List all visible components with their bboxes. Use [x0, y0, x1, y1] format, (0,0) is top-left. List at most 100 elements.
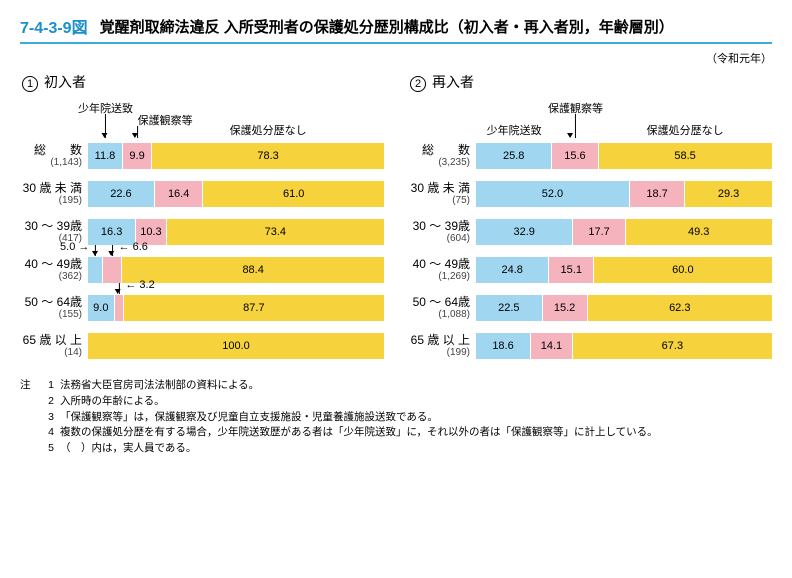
note-number: 2: [40, 394, 54, 410]
bar-segment-none: 100.0: [88, 333, 384, 359]
bar-segment-shonenin: [88, 257, 103, 283]
panel-number-icon: 1: [22, 76, 38, 92]
row-label: 総 数(3,235): [408, 144, 476, 168]
bar-segment-none: 29.3: [685, 181, 772, 207]
segment-value: 61.0: [283, 188, 304, 200]
segment-value: 22.5: [498, 302, 519, 314]
bar-row: 30 歳 未 満(195)22.616.461.0: [20, 180, 384, 208]
row-label: 30 歳 未 満(75): [408, 182, 476, 206]
note-text: （ ）内は，実人員である。: [60, 442, 196, 454]
segment-value: 15.6: [564, 150, 585, 162]
row-label: 65 歳 以 上(199): [408, 334, 476, 358]
segment-value: 18.6: [492, 340, 513, 352]
legend-label-none: 保護処分歴なし: [230, 122, 307, 138]
segment-value: 100.0: [222, 340, 250, 352]
bar-segment-shonenin: 32.9: [476, 219, 573, 245]
legend-row: 少年院送致 保護観察等 保護処分歴なし: [408, 100, 772, 140]
row-label: 総 数(1,143): [20, 144, 88, 168]
stacked-bar: 25.8 15.6 58.5: [476, 143, 772, 169]
row-label: 40 ～ 49歳(1,269): [408, 258, 476, 282]
segment-value: 10.3: [140, 226, 161, 238]
segment-value: 11.8: [95, 150, 116, 162]
figure-title: 覚醒剤取締法違反 入所受刑者の保護処分歴別構成比（初入者・再入者別，年齢層別）: [100, 16, 674, 37]
callout-value: ← 6.6: [119, 241, 148, 253]
stacked-bar: ← 3.29.087.7: [88, 295, 384, 321]
callout-value: ← 3.2: [125, 279, 154, 291]
bar-row: 40 ～ 49歳(1,269)24.815.160.0: [408, 256, 772, 284]
year-note: （令和元年）: [20, 50, 772, 66]
panel-title: 再入者: [432, 74, 474, 90]
segment-value: 49.3: [688, 226, 709, 238]
stacked-bar: 18.6 14.1 67.3: [476, 333, 772, 359]
legend-label-hogo: 保護観察等: [548, 100, 603, 116]
segment-value: 22.6: [110, 188, 131, 200]
bar-segment-shonenin: 25.8: [476, 143, 552, 169]
note-number: 4: [40, 425, 54, 441]
bar-segment-none: 88.4: [122, 257, 384, 283]
row-label: 50 ～ 64歳(1,088): [408, 296, 476, 320]
segment-value: 62.3: [669, 302, 690, 314]
note-number: 3: [40, 410, 54, 426]
bar-row: 50 ～ 64歳(1,088) 22.5 15.2 62.3: [408, 294, 772, 322]
segment-value: 87.7: [243, 302, 264, 314]
stacked-bar: 32.9 17.7 49.3: [476, 219, 772, 245]
row-label: 30 ～ 39歳(604): [408, 220, 476, 244]
panel-number-icon: 2: [410, 76, 426, 92]
note-text: 「保護観察等」は，保護観察及び児童自立支援施設・児童養護施設送致である。: [60, 411, 438, 423]
bar-segment-none: 58.5: [599, 143, 772, 169]
panel-heading: 2 再入者: [410, 72, 772, 92]
bar-row: 65 歳 以 上(14)100.0: [20, 332, 384, 360]
segment-value: 14.1: [541, 340, 562, 352]
bar-segment-none: 49.3: [626, 219, 772, 245]
row-label: 40 ～ 49歳(362): [20, 258, 88, 282]
bar-segment-hogo: 17.7: [573, 219, 625, 245]
segment-value: 32.9: [513, 226, 534, 238]
bar-segment-none: 73.4: [167, 219, 384, 245]
segment-value: 25.8: [503, 150, 524, 162]
figure-number: 7-4-3-9図: [20, 14, 88, 38]
bar-segment-shonenin: 9.0: [88, 295, 115, 321]
bar-segment-shonenin: 52.0: [476, 181, 630, 207]
bar-segment-shonenin: 24.8: [476, 257, 549, 283]
legend-label-hogo: 保護観察等: [138, 112, 193, 128]
legend-label-none: 保護処分歴なし: [647, 122, 724, 138]
segment-value: 9.9: [129, 150, 144, 162]
segment-value: 67.3: [662, 340, 683, 352]
bar-segment-hogo: [115, 295, 124, 321]
bar-segment-hogo: [103, 257, 123, 283]
callout-value: 5.0 →: [60, 241, 89, 253]
segment-value: 88.4: [242, 264, 263, 276]
panel-title: 初入者: [44, 74, 86, 90]
bar-segment-shonenin: 22.6: [88, 181, 155, 207]
note-text: 入所時の年齢による。: [60, 395, 165, 407]
segment-value: 9.0: [93, 302, 108, 314]
segment-value: 15.2: [554, 302, 575, 314]
stacked-bar: 100.0: [88, 333, 384, 359]
panel-heading: 1 初入者: [22, 72, 384, 92]
note-number: 1: [40, 378, 54, 394]
bar-segment-shonenin: 18.6: [476, 333, 531, 359]
bar-segment-none: 78.3: [152, 143, 384, 169]
bar-segment-shonenin: 11.8: [88, 143, 123, 169]
bar-row: 30 歳 未 満(75) 52.0 18.7 29.3: [408, 180, 772, 208]
segment-value: 17.7: [588, 226, 609, 238]
bar-row: 40 ～ 49歳(362)5.0 →← 6.688.4: [20, 256, 384, 284]
bar-row: 総 数(3,235) 25.8 15.6 58.5: [408, 142, 772, 170]
bar-row: 50 ～ 64歳(155)← 3.29.087.7: [20, 294, 384, 322]
bar-segment-hogo: 15.2: [543, 295, 588, 321]
bar-segment-none: 60.0: [594, 257, 772, 283]
note-number: 5: [40, 441, 54, 457]
notes-header: 注: [20, 378, 40, 394]
segment-value: 73.4: [265, 226, 286, 238]
segment-value: 16.4: [168, 188, 189, 200]
row-label: 50 ～ 64歳(155): [20, 296, 88, 320]
segment-value: 60.0: [672, 264, 693, 276]
segment-value: 58.5: [674, 150, 695, 162]
legend-row: 少年院送致 保護観察等 保護処分歴なし: [20, 100, 384, 140]
segment-value: 52.0: [542, 188, 563, 200]
segment-value: 18.7: [646, 188, 667, 200]
bar-segment-none: 61.0: [203, 181, 384, 207]
note-text: 法務省大臣官房司法法制部の資料による。: [60, 379, 259, 391]
charts-wrap: 1 初入者 少年院送致 保護観察等 保護処分歴なし 総 数(1,143) 11.8 9…: [20, 72, 772, 370]
bar-segment-none: 87.7: [124, 295, 384, 321]
